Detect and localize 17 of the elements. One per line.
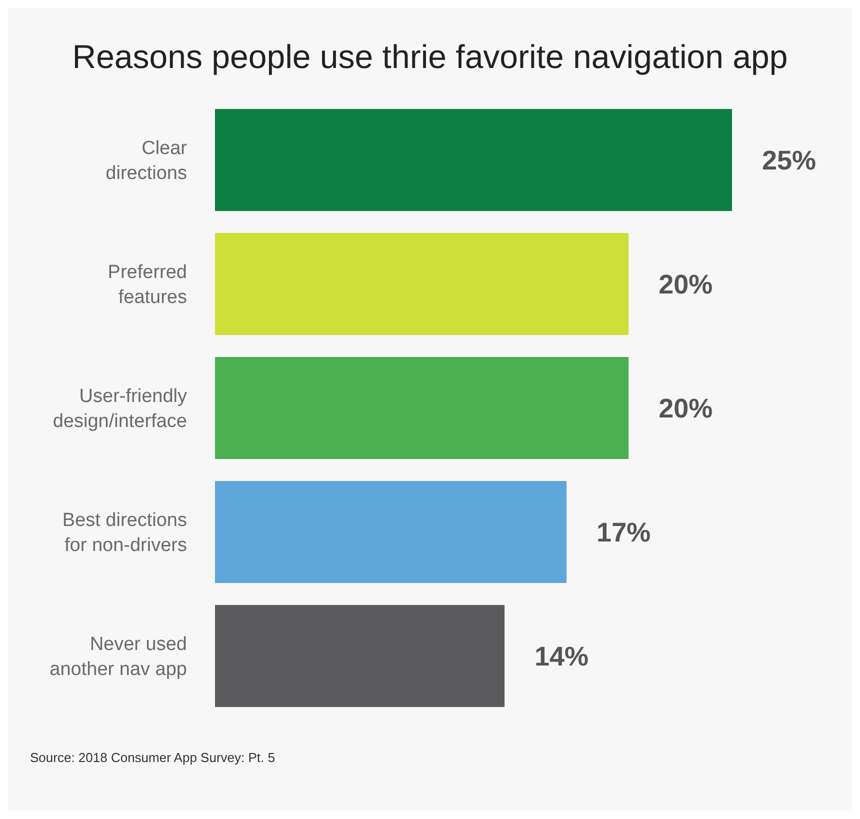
bar bbox=[215, 605, 505, 707]
y-tick-label: Best directions for non-drivers bbox=[62, 510, 187, 556]
data-label: 20% bbox=[658, 269, 713, 300]
bar bbox=[215, 481, 567, 583]
data-label: 14% bbox=[534, 641, 589, 672]
bar bbox=[215, 109, 732, 211]
chart-title: Reasons people use thrie favorite navigation app bbox=[71, 37, 789, 77]
data-label: 25% bbox=[762, 145, 816, 176]
bar bbox=[215, 357, 629, 459]
y-tick-label: Never used another nav app bbox=[50, 634, 187, 680]
data-label: 20% bbox=[658, 393, 713, 424]
data-label: 17% bbox=[596, 517, 651, 548]
y-tick-label: Preferred features bbox=[108, 262, 187, 308]
bar bbox=[215, 233, 629, 335]
y-tick-label: Clear directions bbox=[106, 138, 188, 184]
source-note: Source: 2018 Consumer App Survey: Pt. 5 bbox=[30, 750, 275, 765]
y-tick-label: User-friendly design/interface bbox=[52, 386, 188, 432]
